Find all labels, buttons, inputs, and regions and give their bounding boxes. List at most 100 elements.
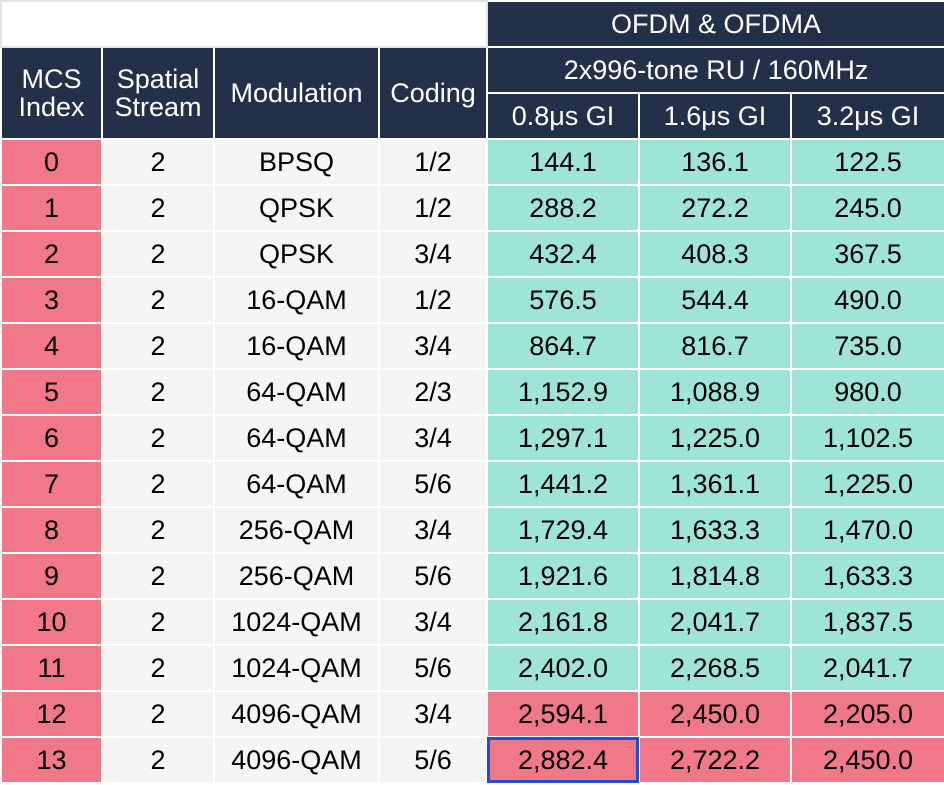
data-rate-cell[interactable]: 408.3 [638, 230, 792, 278]
coding-cell[interactable]: 3/4 [378, 322, 488, 370]
spatial-stream-cell[interactable]: 2 [101, 644, 215, 692]
spatial-stream-cell[interactable]: 2 [101, 414, 215, 462]
spatial-stream-cell[interactable]: 2 [101, 230, 215, 278]
data-rate-cell[interactable]: 1,088.9 [638, 368, 792, 416]
mcs-index-cell[interactable]: 5 [0, 368, 103, 416]
data-rate-cell[interactable]: 2,450.0 [789, 736, 944, 784]
spatial-stream-cell[interactable]: 2 [101, 598, 215, 646]
data-rate-cell[interactable]: 2,594.1 [486, 690, 640, 738]
data-rate-cell[interactable]: 136.1 [638, 138, 792, 186]
spatial-stream-cell[interactable]: 2 [101, 322, 215, 370]
data-rate-cell[interactable]: 2,882.4 [486, 736, 640, 784]
mcs-index-cell[interactable]: 8 [0, 506, 103, 554]
data-rate-cell[interactable]: 544.4 [638, 276, 792, 324]
data-rate-cell[interactable]: 2,041.7 [789, 644, 944, 692]
coding-cell[interactable]: 2/3 [378, 368, 488, 416]
mcs-index-cell[interactable]: 4 [0, 322, 103, 370]
data-rate-cell[interactable]: 288.2 [486, 184, 640, 232]
data-rate-cell[interactable]: 2,161.8 [486, 598, 640, 646]
mcs-index-cell[interactable]: 6 [0, 414, 103, 462]
coding-cell[interactable]: 5/6 [378, 736, 488, 784]
mcs-index-cell[interactable]: 10 [0, 598, 103, 646]
data-rate-cell[interactable]: 272.2 [638, 184, 792, 232]
spatial-stream-cell[interactable]: 2 [101, 736, 215, 784]
coding-cell[interactable]: 3/4 [378, 690, 488, 738]
spatial-stream-cell[interactable]: 2 [101, 460, 215, 508]
modulation-cell[interactable]: 16-QAM [213, 276, 380, 324]
coding-cell[interactable]: 3/4 [378, 230, 488, 278]
modulation-cell[interactable]: BPSQ [213, 138, 380, 186]
spatial-stream-cell[interactable]: 2 [101, 276, 215, 324]
data-rate-cell[interactable]: 1,921.6 [486, 552, 640, 600]
mcs-index-cell[interactable]: 3 [0, 276, 103, 324]
ofdm-group-header: OFDM & OFDMA [485, 0, 944, 48]
spatial-stream-cell[interactable]: 2 [101, 138, 215, 186]
coding-cell[interactable]: 1/2 [378, 138, 488, 186]
data-rate-cell[interactable]: 144.1 [486, 138, 640, 186]
spatial-stream-cell[interactable]: 2 [101, 368, 215, 416]
mcs-index-cell[interactable]: 1 [0, 184, 103, 232]
spatial-stream-cell[interactable]: 2 [101, 552, 215, 600]
data-rate-cell[interactable]: 1,102.5 [789, 414, 944, 462]
coding-cell[interactable]: 3/4 [378, 506, 488, 554]
data-rate-cell[interactable]: 1,633.3 [638, 506, 792, 554]
data-rate-cell[interactable]: 1,361.1 [638, 460, 792, 508]
data-rate-cell[interactable]: 1,837.5 [789, 598, 944, 646]
data-rate-cell[interactable]: 1,729.4 [486, 506, 640, 554]
data-rate-cell[interactable]: 367.5 [789, 230, 944, 278]
mcs-index-cell[interactable]: 11 [0, 644, 103, 692]
modulation-cell[interactable]: 64-QAM [213, 414, 380, 462]
data-rate-cell[interactable]: 432.4 [486, 230, 640, 278]
data-rate-cell[interactable]: 1,225.0 [638, 414, 792, 462]
modulation-cell[interactable]: 1024-QAM [213, 644, 380, 692]
data-rate-cell[interactable]: 864.7 [486, 322, 640, 370]
modulation-cell[interactable]: 4096-QAM [213, 690, 380, 738]
data-rate-cell[interactable]: 576.5 [486, 276, 640, 324]
coding-cell[interactable]: 5/6 [378, 460, 488, 508]
data-rate-cell[interactable]: 2,402.0 [486, 644, 640, 692]
data-rate-cell[interactable]: 2,205.0 [789, 690, 944, 738]
data-rate-cell[interactable]: 2,268.5 [638, 644, 792, 692]
coding-cell[interactable]: 1/2 [378, 184, 488, 232]
data-rate-cell[interactable]: 735.0 [789, 322, 944, 370]
mcs-index-cell[interactable]: 9 [0, 552, 103, 600]
mcs-index-cell[interactable]: 13 [0, 736, 103, 784]
data-rate-cell[interactable]: 2,041.7 [638, 598, 792, 646]
mcs-index-cell[interactable]: 7 [0, 460, 103, 508]
modulation-cell[interactable]: 64-QAM [213, 368, 380, 416]
data-rate-cell[interactable]: 2,450.0 [638, 690, 792, 738]
table-row: 3 2 16-QAM 1/2 576.5 544.4 490.0 [0, 276, 944, 324]
mcs-index-cell[interactable]: 2 [0, 230, 103, 278]
modulation-cell[interactable]: QPSK [213, 184, 380, 232]
data-rate-cell[interactable]: 245.0 [789, 184, 944, 232]
data-rate-cell[interactable]: 1,152.9 [486, 368, 640, 416]
modulation-cell[interactable]: 256-QAM [213, 506, 380, 554]
data-rate-cell[interactable]: 1,814.8 [638, 552, 792, 600]
data-rate-cell[interactable]: 816.7 [638, 322, 792, 370]
mcs-index-cell[interactable]: 0 [0, 138, 103, 186]
modulation-cell[interactable]: 256-QAM [213, 552, 380, 600]
spatial-stream-cell[interactable]: 2 [101, 506, 215, 554]
coding-cell[interactable]: 3/4 [378, 414, 488, 462]
data-rate-cell[interactable]: 980.0 [789, 368, 944, 416]
modulation-cell[interactable]: 64-QAM [213, 460, 380, 508]
data-rate-cell[interactable]: 490.0 [789, 276, 944, 324]
modulation-cell[interactable]: QPSK [213, 230, 380, 278]
data-rate-cell[interactable]: 1,633.3 [789, 552, 944, 600]
coding-cell[interactable]: 3/4 [378, 598, 488, 646]
data-rate-cell[interactable]: 1,297.1 [486, 414, 640, 462]
coding-cell[interactable]: 5/6 [378, 644, 488, 692]
modulation-cell[interactable]: 1024-QAM [213, 598, 380, 646]
coding-cell[interactable]: 5/6 [378, 552, 488, 600]
coding-cell[interactable]: 1/2 [378, 276, 488, 324]
data-rate-cell[interactable]: 1,470.0 [789, 506, 944, 554]
data-rate-cell[interactable]: 1,441.2 [486, 460, 640, 508]
spatial-stream-cell[interactable]: 2 [101, 690, 215, 738]
data-rate-cell[interactable]: 2,722.2 [638, 736, 792, 784]
spatial-stream-cell[interactable]: 2 [101, 184, 215, 232]
data-rate-cell[interactable]: 1,225.0 [789, 460, 944, 508]
modulation-cell[interactable]: 4096-QAM [213, 736, 380, 784]
mcs-index-cell[interactable]: 12 [0, 690, 103, 738]
modulation-cell[interactable]: 16-QAM [213, 322, 380, 370]
data-rate-cell[interactable]: 122.5 [789, 138, 944, 186]
